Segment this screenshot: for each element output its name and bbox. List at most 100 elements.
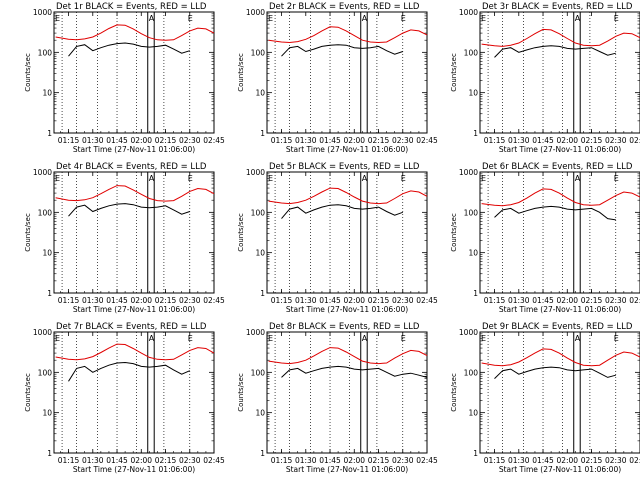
lld-series-line: [481, 348, 640, 367]
panel-title: Det 3r BLACK = Events, RED = LLD: [482, 2, 633, 12]
x-axis-label: Start Time (27-Nov-11 01:06:00): [286, 465, 408, 474]
plot-frame: [479, 171, 640, 294]
x-tick-label: 01:45: [106, 296, 128, 305]
x-tick-label: 02:00: [130, 456, 152, 465]
x-tick-label: 01:45: [106, 456, 128, 465]
y-tick-label: 10: [255, 409, 265, 418]
marker-label: A: [149, 14, 155, 23]
plot-frame: [53, 11, 215, 134]
x-tick-label: 01:15: [484, 136, 506, 145]
x-tick-label: 01:15: [271, 136, 293, 145]
detector-panel: Det 5r BLACK = Events, RED = LLD E A E 1 10 10…: [237, 162, 438, 314]
x-tick-label: 01:15: [58, 296, 80, 305]
detector-panel: Det 8r BLACK = Events, RED = LLD E A E 1 10 10…: [237, 322, 438, 474]
plot-frame: [266, 171, 428, 294]
marker-label: E: [268, 14, 273, 23]
x-tick-label: 02:15: [155, 136, 177, 145]
events-series-line: [68, 42, 190, 57]
panel-title: Det 9r BLACK = Events, RED = LLD: [482, 322, 633, 332]
marker-label: E: [268, 174, 273, 183]
panel-title: Det 8r BLACK = Events, RED = LLD: [269, 322, 420, 332]
y-tick-label: 1: [260, 129, 265, 138]
detector-panel: Det 1r BLACK = Events, RED = LLD E A E 1 10 10…: [24, 2, 225, 154]
marker-label: A: [575, 334, 581, 343]
y-tick-label: 100: [251, 208, 266, 217]
marker-label: E: [401, 14, 406, 23]
x-axis-label: Start Time (27-Nov-11 01:06:00): [286, 145, 408, 154]
y-tick-label: 1000: [459, 328, 478, 337]
detector-panel: Det 6r BLACK = Events, RED = LLD E A E 1 10 10…: [450, 162, 640, 314]
x-tick-label: 01:30: [295, 456, 317, 465]
lld-series-line: [481, 28, 640, 47]
plot-frame: [479, 331, 640, 454]
y-tick-label: 1000: [459, 8, 478, 17]
x-tick-label: 01:30: [82, 136, 104, 145]
events-series-line: [281, 44, 403, 57]
marker-label: E: [481, 334, 486, 343]
y-tick-label: 10: [255, 249, 265, 258]
x-tick-label: 02:30: [392, 296, 414, 305]
marker-label: A: [575, 174, 581, 183]
x-tick-label: 01:45: [532, 456, 554, 465]
x-tick-label: 02:45: [416, 296, 438, 305]
y-tick-label: 1000: [33, 168, 52, 177]
x-tick-label: 02:45: [629, 136, 640, 145]
y-tick-label: 100: [38, 48, 53, 57]
events-series-line: [281, 365, 428, 378]
x-tick-label: 02:30: [392, 456, 414, 465]
marker-label: E: [401, 334, 406, 343]
x-tick-label: 02:15: [581, 456, 603, 465]
x-tick-label: 02:45: [416, 456, 438, 465]
plot-frame: [266, 331, 428, 454]
x-tick-label: 02:30: [605, 136, 627, 145]
marker-label: E: [614, 174, 619, 183]
x-tick-label: 02:00: [343, 296, 365, 305]
y-axis-label: Counts/sec: [237, 373, 245, 412]
y-tick-label: 100: [251, 48, 266, 57]
y-tick-label: 100: [464, 48, 479, 57]
lld-series-line: [268, 26, 428, 44]
marker-label: E: [268, 334, 273, 343]
x-tick-label: 02:15: [581, 296, 603, 305]
y-tick-label: 1: [47, 289, 52, 298]
marker-label: E: [481, 14, 486, 23]
events-series-line: [281, 204, 403, 219]
y-tick-label: 1000: [33, 8, 52, 17]
y-axis-label: Counts/sec: [450, 373, 458, 412]
x-tick-label: 02:45: [203, 296, 225, 305]
x-tick-label: 02:15: [368, 456, 390, 465]
x-tick-label: 01:30: [508, 456, 530, 465]
lld-series-line: [55, 24, 215, 41]
lld-series-line: [55, 343, 215, 361]
x-tick-label: 02:45: [203, 136, 225, 145]
marker-label: A: [149, 334, 155, 343]
panel-title: Det 5r BLACK = Events, RED = LLD: [269, 162, 420, 172]
x-tick-label: 02:00: [343, 456, 365, 465]
x-tick-label: 01:15: [484, 296, 506, 305]
y-tick-label: 1000: [246, 168, 265, 177]
x-tick-label: 01:45: [319, 296, 341, 305]
x-tick-label: 01:15: [271, 296, 293, 305]
x-tick-label: 02:30: [605, 456, 627, 465]
panel-title: Det 2r BLACK = Events, RED = LLD: [269, 2, 420, 12]
events-series-line: [494, 45, 616, 58]
x-tick-label: 02:45: [629, 456, 640, 465]
x-tick-label: 01:30: [82, 296, 104, 305]
y-axis-label: Counts/sec: [24, 373, 32, 412]
y-tick-label: 10: [255, 89, 265, 98]
y-tick-label: 1: [47, 449, 52, 458]
x-axis-label: Start Time (27-Nov-11 01:06:00): [499, 305, 621, 314]
panel-title: Det 1r BLACK = Events, RED = LLD: [56, 2, 207, 12]
marker-label: E: [188, 334, 193, 343]
panel-title: Det 7r BLACK = Events, RED = LLD: [56, 322, 207, 332]
y-tick-label: 1: [473, 129, 478, 138]
marker-label: E: [55, 14, 60, 23]
marker-label: E: [188, 174, 193, 183]
x-tick-label: 02:15: [368, 296, 390, 305]
y-tick-label: 1000: [246, 8, 265, 17]
x-tick-label: 01:15: [58, 136, 80, 145]
y-tick-label: 1000: [246, 328, 265, 337]
x-tick-label: 02:45: [203, 456, 225, 465]
x-tick-label: 01:45: [532, 296, 554, 305]
